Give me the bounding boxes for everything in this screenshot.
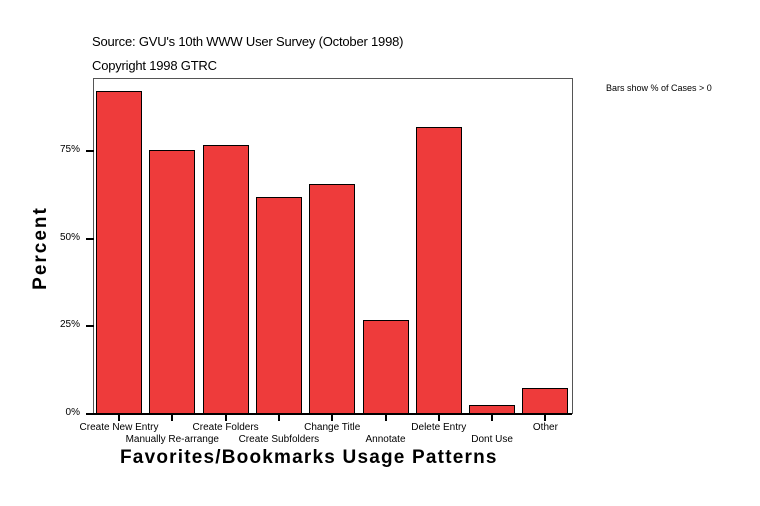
x-tick-label: Annotate [365,434,406,445]
bar [362,319,409,415]
chart-annotation: Bars show % of Cases > 0 [606,83,712,93]
y-tick [86,325,94,328]
x-tick-label: Create Subfolders [238,434,320,445]
bar [255,197,302,415]
bar [96,91,142,415]
x-tick [544,414,547,421]
chart-source: Source: GVU's 10th WWW User Survey (Octo… [92,34,404,49]
x-tick-label: Manually Re-arrange [125,434,219,445]
y-tick-label: 0% [65,407,80,418]
x-tick-label: Dont Use [471,434,513,445]
x-tick-label: Change Title [304,422,361,433]
x-tick-label: Other [532,422,558,433]
y-tick-label: 50% [59,231,80,243]
x-tick [171,414,174,421]
y-tick [86,149,94,152]
x-tick [277,414,280,421]
plot-area [93,78,573,414]
x-tick [491,414,494,421]
x-tick [437,414,440,421]
x-tick [384,414,387,421]
bar [309,184,356,415]
x-tick [331,414,334,421]
x-tick-label: Create Folders [192,422,259,433]
x-tick-label: Delete Entry [411,422,467,433]
bar [202,145,249,415]
y-tick-label: 25% [59,319,80,331]
x-tick [224,414,227,421]
x-axis-line [86,413,572,415]
x-tick-label: Create New Entry [79,422,159,433]
bar [149,150,196,415]
x-axis-label: Favorites/Bookmarks Usage Patterns [120,447,498,468]
x-tick [118,414,120,421]
y-tick-label: 75% [59,143,80,155]
bar [522,388,569,415]
y-tick [86,237,94,240]
y-axis-label: Percent [30,206,51,290]
bar [415,126,462,415]
chart-copyright: Copyright 1998 GTRC [92,58,217,73]
